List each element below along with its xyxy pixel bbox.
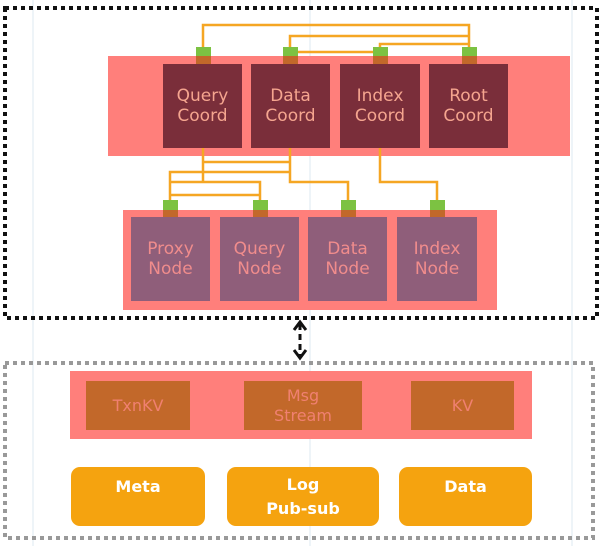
coordinator-wires: [201, 23, 471, 54]
index-node-box: Index Node: [397, 217, 477, 301]
bidirectional-arrow-icon: [292, 319, 308, 361]
data-node-box: Data Node: [308, 217, 387, 301]
meta-service-box: Meta: [71, 467, 205, 526]
data-service-box: Data: [399, 467, 532, 526]
msg-stream-box: Msg Stream: [244, 381, 362, 430]
txnkv-box: TxnKV: [86, 381, 190, 430]
kv-box: KV: [411, 381, 514, 430]
coordinator-connectors: [196, 47, 477, 64]
index-coord-box: Index Coord: [340, 64, 420, 148]
node-wires: [168, 148, 439, 200]
node-connectors: [163, 200, 445, 217]
compute-layer-boundary: [3, 6, 599, 320]
data-coord-box: Data Coord: [251, 64, 330, 148]
proxy-node-box: Proxy Node: [131, 217, 210, 301]
root-coord-box: Root Coord: [429, 64, 508, 148]
storage-layer-boundary: [3, 361, 595, 540]
query-coord-box: Query Coord: [163, 64, 242, 148]
query-node-box: Query Node: [220, 217, 299, 301]
log-pubsub-service-box: Log Pub-sub: [227, 467, 379, 526]
